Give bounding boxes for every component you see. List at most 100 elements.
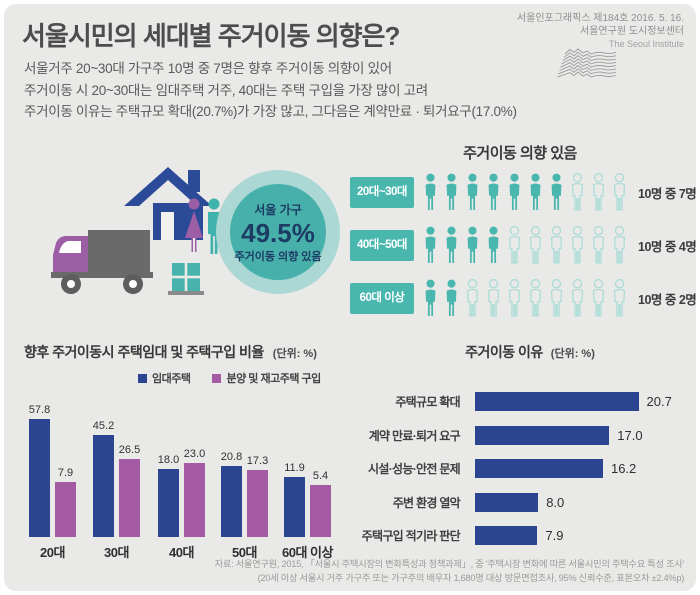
grouped-bar-categories: 20대 30대 40대 50대 60대 이상	[24, 542, 344, 560]
reason-label: 계약 만료·퇴거 요구	[368, 428, 461, 443]
reason-row: 주택규모 확대 20.7	[360, 392, 672, 411]
reason-label: 주택구입 적기라 판단	[361, 529, 461, 543]
reason-label: 주택규모 확대	[395, 395, 460, 409]
circle-label-top: 서울 가구	[254, 202, 302, 217]
ratio-caption: 10명 중 4명	[638, 239, 697, 254]
person-icon-empty	[571, 173, 584, 211]
reason-value: 8.0	[546, 494, 565, 510]
ratio-caption: 10명 중 2명	[638, 292, 697, 307]
person-icon-empty	[613, 226, 626, 264]
reason-value: 17.0	[617, 427, 643, 443]
person-icon-filled	[488, 173, 499, 210]
chimney-shape	[188, 170, 200, 192]
hbar-title-text: 주거이동 이유	[465, 344, 543, 360]
pictogram-chart-title: 주거이동 의향 있음	[463, 145, 577, 162]
publication-info: 서울인포그래픽스 제184호 2016. 5. 16. 서울연구원 도시정보센터…	[517, 12, 684, 51]
person-icon-empty	[550, 226, 563, 264]
truck-window-shape	[59, 241, 81, 253]
circle-label-bottom: 주거이동 의향 있음	[234, 250, 322, 263]
bar-value-label: 45.2	[92, 420, 115, 432]
bar-40대-분양 및 재고주택 구입	[184, 463, 205, 537]
roof-inner-gap	[139, 180, 197, 206]
pictogram-rows: 20대~30대 10명 중 7명 40대~50대 10명 중 4명 60대 이상 10명 …	[350, 172, 697, 331]
person-icon-empty	[529, 279, 542, 317]
bar-value-label: 11.9	[284, 462, 305, 474]
legend-item-purchase: 분양 및 재고주택 구입	[212, 370, 321, 386]
vbar-chart-title: 향후 주거이동시 주택임대 및 주택구입 비율 (단위: %)	[24, 342, 317, 362]
category-label: 30대	[104, 545, 129, 560]
bar-30대-분양 및 재고주택 구입	[119, 459, 140, 537]
ratio-caption: 10명 중 7명	[638, 186, 697, 201]
bar-value-label: 23.0	[183, 448, 206, 460]
reason-label: 주변 환경 열악	[392, 495, 461, 510]
person-icon-filled	[446, 279, 457, 316]
reason-row: 주택구입 적기라 판단 7.9	[360, 526, 672, 545]
pictogram-row: 20대~30대 10명 중 7명	[350, 172, 697, 212]
highlight-circle: 서울 가구 49.5% 주거이동 의향 있음	[230, 184, 326, 280]
person-icon-filled	[446, 226, 457, 263]
legend-item-rental: 임대주택	[138, 370, 191, 386]
grouped-bar-plot: 57.8 45.2 18.0 20.8 11.9 7.9 26.5 23.0 17.3 5.4	[24, 390, 344, 537]
bar-40대-임대주택	[158, 469, 179, 537]
person-icon-empty	[613, 279, 626, 317]
moving-truck-house-illustration	[51, 167, 234, 295]
bar-20대-임대주택	[29, 419, 50, 537]
person-icon-filled	[446, 173, 457, 210]
bar-value-label: 5.4	[312, 470, 329, 482]
door-shape	[161, 212, 174, 240]
issue-line: 서울인포그래픽스 제184호 2016. 5. 16.	[516, 13, 684, 24]
org-line: 서울연구원 도시정보센터	[580, 26, 684, 37]
person-icon-empty	[592, 173, 605, 211]
vbar-title-text: 향후 주거이동시 주택임대 및 주택구입 비율	[24, 344, 264, 360]
person-icons	[422, 279, 628, 317]
summary-line-3: 주거이동 이유는 주택규모 확대(20.7%)가 가장 많고, 그다음은 계약만…	[24, 104, 517, 119]
org-name-english: The Seoul Institute	[608, 39, 684, 49]
person-icons	[422, 226, 628, 264]
reason-row: 시설·성능·안전 문제 16.2	[360, 459, 672, 478]
bar-30대-임대주택	[93, 435, 114, 537]
reason-row: 계약 만료·퇴거 요구 17.0	[360, 425, 672, 445]
person-icon-filled	[530, 173, 541, 210]
truck-wheels	[61, 274, 143, 294]
person-icon-empty	[592, 279, 605, 317]
source-line-1: 자료: 서울연구원, 2015, 「서울시 주택시장의 변화특성과 정책과제」,…	[214, 559, 685, 569]
person-icon-empty	[466, 279, 479, 317]
age-group-label: 20대~30대	[350, 176, 414, 208]
reason-value: 16.2	[610, 461, 637, 476]
person-icons	[422, 173, 628, 211]
person-icon-empty	[508, 279, 521, 317]
person-icon-empty	[613, 173, 626, 211]
category-label: 60대 이상	[282, 545, 333, 560]
truck-bumper-shape	[51, 272, 153, 278]
age-group-label: 60대 이상	[350, 282, 414, 314]
bar-20대-분양 및 재고주택 구입	[55, 482, 76, 537]
person-icon-filled	[488, 226, 499, 263]
person-icon-filled	[467, 226, 478, 263]
vbar-legend: 임대주택 분양 및 재고주택 구입	[138, 370, 321, 386]
source-line-2: (20세 이상 서울시 거주 가구주 또는 가구주의 배우자 1,680명 대상…	[257, 572, 685, 583]
bar-value-label: 57.8	[28, 404, 51, 416]
woman-figure	[185, 198, 203, 252]
bar-value-label: 18.0	[157, 454, 180, 466]
legend-swatch-purple-icon	[212, 373, 222, 383]
person-icon-empty	[592, 226, 605, 264]
category-label: 40대	[169, 545, 194, 560]
seoul-institute-logo-icon	[557, 48, 617, 78]
reason-bar	[475, 459, 603, 478]
bar-value-label: 17.3	[246, 455, 269, 467]
bar-50대-분양 및 재고주택 구입	[247, 470, 268, 537]
page-title: 서울시민의 세대별 주거이동 의향은?	[22, 21, 400, 51]
reason-bar	[475, 526, 538, 545]
bar-value-label: 26.5	[118, 444, 141, 456]
legend-label-rental: 임대주택	[152, 373, 191, 385]
reason-bar	[475, 425, 610, 445]
bar-50대-임대주택	[221, 466, 242, 537]
hbar-unit-label: (단위: %)	[550, 348, 595, 360]
person-icon-empty	[529, 226, 542, 264]
category-label: 50대	[232, 545, 257, 560]
hbar-chart-title: 주거이동 이유 (단위: %)	[370, 342, 690, 362]
pictogram-row: 40대~50대 10명 중 4명	[350, 225, 697, 265]
person-icon-filled	[551, 173, 562, 210]
person-icon-filled	[425, 226, 436, 263]
reason-label: 시설·성능·안전 문제	[368, 462, 461, 476]
